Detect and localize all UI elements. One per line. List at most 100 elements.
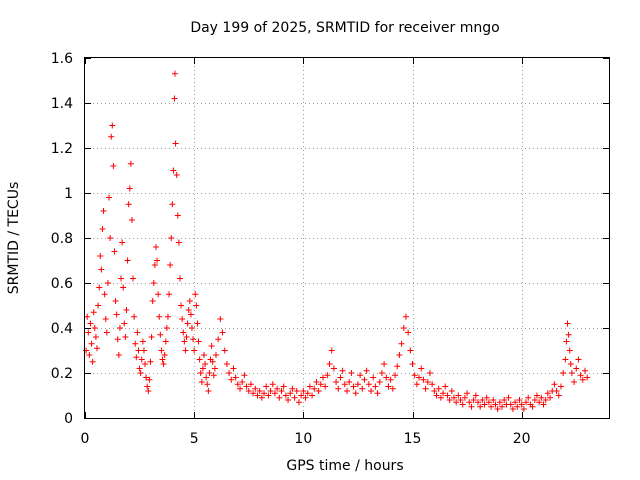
data-point bbox=[98, 266, 105, 273]
data-point bbox=[183, 334, 190, 340]
y-tick-label: 0.4 bbox=[51, 321, 73, 337]
data-point bbox=[223, 361, 230, 367]
data-point bbox=[468, 403, 475, 410]
data-point bbox=[459, 401, 466, 408]
data-point bbox=[187, 311, 194, 318]
data-point bbox=[239, 379, 246, 385]
data-point bbox=[442, 383, 449, 390]
data-point bbox=[298, 392, 305, 399]
data-point bbox=[171, 70, 178, 77]
data-point bbox=[114, 336, 121, 343]
x-axis-label: GPS time / hours bbox=[286, 458, 403, 474]
data-point bbox=[280, 383, 287, 390]
data-point bbox=[374, 390, 381, 397]
data-point bbox=[333, 379, 340, 385]
data-point bbox=[398, 340, 405, 347]
data-point bbox=[163, 325, 170, 331]
data-point bbox=[567, 361, 574, 367]
data-point bbox=[157, 331, 164, 338]
data-point bbox=[180, 329, 187, 336]
data-point bbox=[112, 298, 119, 304]
data-point bbox=[426, 370, 433, 376]
data-point bbox=[282, 392, 289, 399]
data-point bbox=[309, 392, 316, 399]
data-point bbox=[197, 370, 204, 376]
y-tick-label: 1.4 bbox=[51, 96, 73, 112]
data-point bbox=[199, 365, 206, 372]
data-point bbox=[91, 325, 98, 331]
data-point bbox=[319, 374, 326, 381]
data-point bbox=[90, 309, 97, 316]
data-point bbox=[575, 356, 582, 363]
data-point bbox=[483, 394, 490, 401]
data-point bbox=[330, 365, 337, 372]
data-point bbox=[155, 291, 162, 298]
data-point bbox=[202, 361, 209, 367]
data-point bbox=[376, 379, 383, 385]
data-point bbox=[95, 302, 102, 309]
data-point bbox=[326, 361, 333, 367]
data-point bbox=[461, 394, 468, 401]
data-point bbox=[136, 365, 143, 372]
y-tick-label: 0.8 bbox=[51, 231, 73, 247]
data-point bbox=[221, 347, 228, 354]
data-point bbox=[186, 298, 193, 304]
data-point bbox=[161, 352, 168, 358]
data-point bbox=[111, 248, 118, 255]
data-point bbox=[245, 388, 252, 394]
data-point bbox=[94, 345, 101, 352]
data-point bbox=[113, 311, 120, 318]
data-point bbox=[150, 280, 157, 286]
data-point bbox=[147, 358, 154, 365]
data-point bbox=[571, 379, 578, 385]
data-point bbox=[265, 392, 272, 399]
data-point bbox=[348, 370, 355, 376]
data-point bbox=[536, 399, 543, 406]
data-point bbox=[217, 316, 224, 322]
data-point bbox=[143, 374, 150, 381]
data-point bbox=[151, 262, 158, 268]
data-point bbox=[215, 336, 222, 343]
data-point bbox=[365, 381, 372, 388]
data-point bbox=[437, 394, 444, 401]
data-point bbox=[328, 347, 335, 354]
data-point bbox=[124, 257, 131, 264]
data-point bbox=[450, 394, 457, 401]
data-point bbox=[494, 406, 501, 412]
data-point bbox=[516, 397, 523, 403]
data-point bbox=[287, 390, 294, 397]
data-point bbox=[339, 367, 346, 374]
data-point bbox=[104, 280, 111, 286]
data-point bbox=[103, 329, 110, 336]
data-point bbox=[466, 399, 473, 406]
data-point bbox=[211, 365, 218, 372]
data-point bbox=[108, 133, 115, 140]
y-tick-label: 0.6 bbox=[51, 276, 73, 292]
data-point bbox=[529, 403, 536, 410]
data-point bbox=[162, 338, 169, 345]
data-point bbox=[267, 388, 274, 394]
data-point bbox=[173, 172, 180, 178]
data-point bbox=[315, 388, 322, 394]
data-point bbox=[477, 403, 484, 410]
data-point bbox=[86, 352, 93, 358]
data-point bbox=[192, 291, 199, 298]
data-point bbox=[271, 390, 278, 397]
data-point bbox=[179, 316, 186, 322]
data-point bbox=[505, 394, 512, 401]
data-point bbox=[577, 372, 584, 379]
data-point bbox=[209, 358, 216, 365]
data-point bbox=[269, 381, 276, 388]
data-point bbox=[337, 374, 344, 381]
data-point bbox=[564, 320, 571, 327]
data-point bbox=[190, 336, 197, 343]
grid-lines bbox=[85, 58, 609, 418]
data-point bbox=[289, 385, 296, 392]
data-point bbox=[126, 185, 133, 192]
data-point bbox=[416, 374, 423, 381]
x-tick-label: 5 bbox=[190, 431, 199, 447]
data-point bbox=[392, 372, 399, 379]
data-point bbox=[168, 235, 175, 241]
data-point bbox=[182, 347, 189, 354]
data-point bbox=[361, 376, 368, 383]
